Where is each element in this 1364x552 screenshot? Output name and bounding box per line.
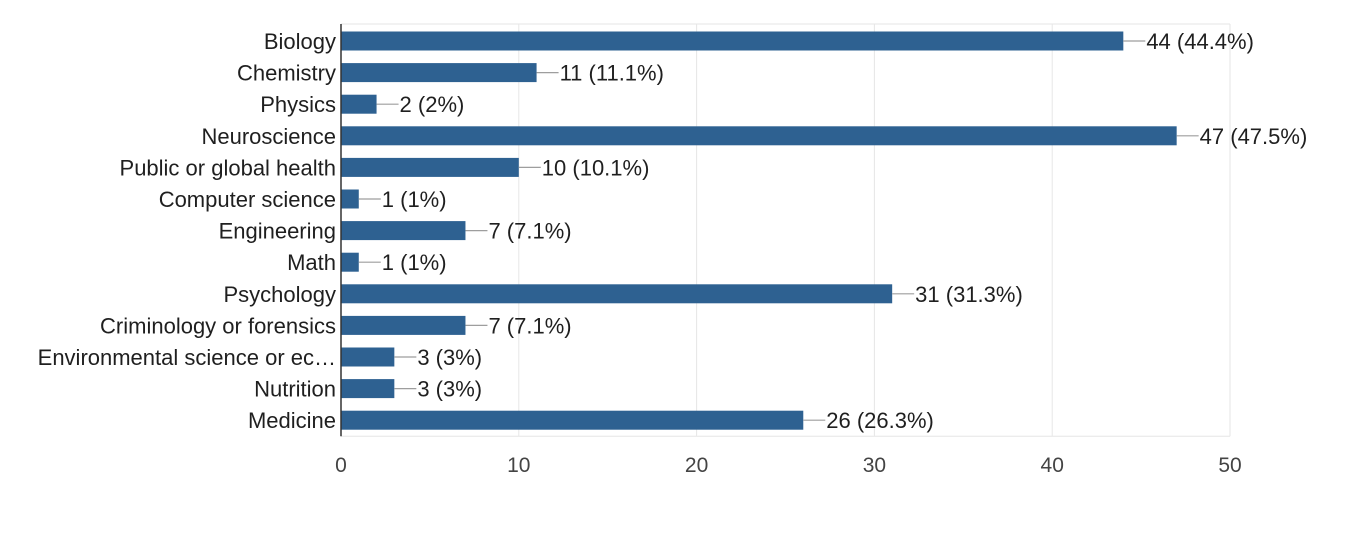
- bar-9: [341, 315, 466, 335]
- category-label-6: Engineering: [219, 219, 336, 244]
- category-label-1: Chemistry: [237, 61, 336, 86]
- bar-5: [341, 189, 359, 209]
- axis-layer: 0 10 20 30 40 50: [335, 24, 1242, 477]
- category-label-4: Public or global health: [120, 155, 336, 180]
- bar-6: [341, 221, 466, 241]
- category-label-7: Math: [287, 250, 336, 275]
- x-tick-label-5: 50: [1218, 454, 1241, 477]
- category-label-2: Physics: [260, 92, 336, 117]
- category-label-0: Biology: [264, 29, 336, 54]
- category-label-11: Nutrition: [254, 377, 336, 402]
- bar-7: [341, 252, 359, 272]
- bar-value-label-11: 3 (3%): [417, 377, 482, 402]
- bar-value-label-1: 11 (11.1%): [560, 61, 664, 86]
- category-label-12: Medicine: [248, 408, 336, 433]
- bar-value-label-5: 1 (1%): [382, 187, 447, 212]
- bar-1: [341, 63, 537, 83]
- category-label-9: Criminology or forensics: [100, 313, 336, 338]
- bar-8: [341, 284, 893, 304]
- x-tick-label-1: 10: [507, 454, 530, 477]
- bar-layer: [341, 31, 1177, 430]
- bar-3: [341, 126, 1177, 146]
- bar-value-label-3: 47 (47.5%): [1200, 124, 1308, 149]
- category-label-5: Computer science: [159, 187, 336, 212]
- bar-value-label-6: 7 (7.1%): [488, 219, 571, 244]
- category-label-3: Neuroscience: [201, 124, 336, 149]
- bar-value-label-2: 2 (2%): [400, 92, 465, 117]
- x-tick-label-0: 0: [335, 454, 347, 477]
- bar-10: [341, 347, 395, 367]
- x-tick-label-4: 40: [1041, 454, 1064, 477]
- grid-layer: [341, 23, 1231, 437]
- category-label-8: Psychology: [223, 282, 336, 307]
- bar-11: [341, 379, 395, 399]
- bar-12: [341, 410, 804, 430]
- x-tick-label-2: 20: [685, 454, 708, 477]
- bar-value-label-0: 44 (44.4%): [1146, 29, 1254, 54]
- bar-value-label-9: 7 (7.1%): [488, 313, 571, 338]
- bar-value-label-7: 1 (1%): [382, 250, 447, 275]
- x-tick-label-3: 30: [863, 454, 886, 477]
- label-layer: 44 (44.4%) Biology 11 (11.1%) Chemistry 2 (2…: [38, 29, 1308, 433]
- bar-4: [341, 157, 519, 177]
- bar-value-label-4: 10 (10.1%): [542, 155, 650, 180]
- bar-0: [341, 31, 1124, 51]
- category-label-10: Environmental science or ec…: [38, 345, 336, 370]
- bar-value-label-8: 31 (31.3%): [915, 282, 1023, 307]
- bar-2: [341, 94, 377, 114]
- bar-value-label-12: 26 (26.3%): [826, 408, 934, 433]
- bar-value-label-10: 3 (3%): [417, 345, 482, 370]
